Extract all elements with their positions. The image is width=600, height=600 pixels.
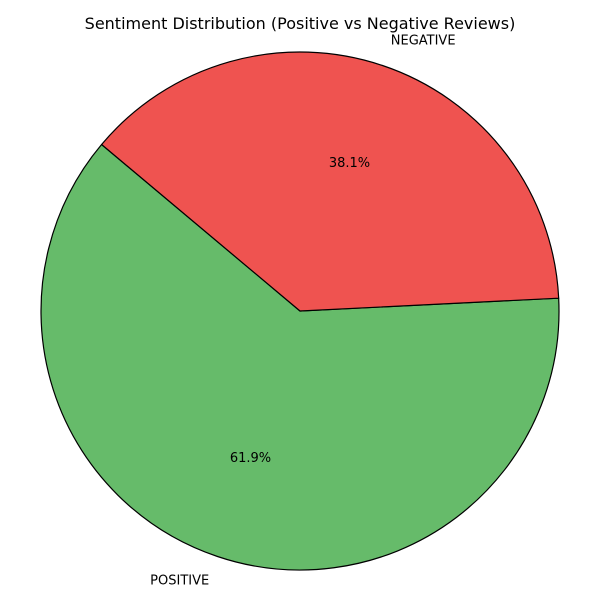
slices-layer [40,51,560,571]
pie-slice-positive [40,143,560,571]
slice-label-negative: NEGATIVE [391,33,456,48]
slice-percent-negative: 38.1% [329,156,370,171]
slice-percent-positive: 61.9% [230,451,271,466]
pie-slice-negative [100,51,560,312]
labels-layer: POSITIVE 61.9% NEGATIVE 38.1% [150,33,455,588]
chart-title: Sentiment Distribution (Positive vs Nega… [85,14,516,33]
slice-label-positive: POSITIVE [150,574,209,589]
